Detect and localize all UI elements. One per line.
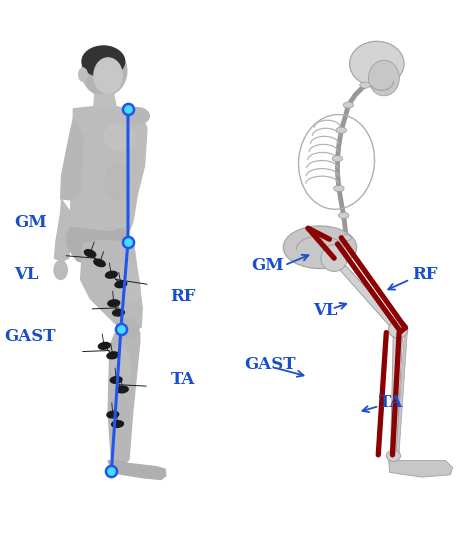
Polygon shape xyxy=(391,329,403,456)
Polygon shape xyxy=(61,118,83,200)
Polygon shape xyxy=(66,227,128,264)
Polygon shape xyxy=(70,106,147,233)
Text: RF: RF xyxy=(412,266,438,284)
Circle shape xyxy=(321,245,347,272)
Text: RF: RF xyxy=(171,288,196,305)
Text: VL: VL xyxy=(313,302,337,319)
Ellipse shape xyxy=(368,60,399,96)
Ellipse shape xyxy=(94,259,105,267)
Ellipse shape xyxy=(104,124,135,150)
Polygon shape xyxy=(108,332,140,464)
Ellipse shape xyxy=(334,185,344,192)
Ellipse shape xyxy=(115,281,127,288)
Ellipse shape xyxy=(84,249,96,257)
Polygon shape xyxy=(108,461,166,480)
Ellipse shape xyxy=(350,41,404,86)
Text: VL: VL xyxy=(14,266,39,284)
Ellipse shape xyxy=(99,342,110,349)
Text: GAST: GAST xyxy=(5,328,56,345)
Ellipse shape xyxy=(94,58,122,93)
Text: GAST: GAST xyxy=(244,356,296,373)
Ellipse shape xyxy=(126,107,149,124)
Ellipse shape xyxy=(54,260,67,280)
Text: TA: TA xyxy=(171,370,195,388)
Text: GM: GM xyxy=(251,256,284,274)
Ellipse shape xyxy=(107,352,118,359)
Ellipse shape xyxy=(386,450,401,462)
Ellipse shape xyxy=(341,235,351,241)
Ellipse shape xyxy=(82,46,125,77)
Polygon shape xyxy=(94,94,116,106)
Text: GM: GM xyxy=(14,214,47,231)
Ellipse shape xyxy=(389,320,408,338)
Ellipse shape xyxy=(108,300,119,307)
Ellipse shape xyxy=(82,46,127,96)
Ellipse shape xyxy=(120,261,140,303)
Ellipse shape xyxy=(112,421,123,427)
Polygon shape xyxy=(55,200,71,261)
Ellipse shape xyxy=(119,319,139,339)
Ellipse shape xyxy=(338,212,349,219)
Polygon shape xyxy=(389,461,453,477)
Ellipse shape xyxy=(79,68,87,82)
Ellipse shape xyxy=(336,127,346,133)
Ellipse shape xyxy=(111,346,130,388)
Ellipse shape xyxy=(332,156,343,161)
Polygon shape xyxy=(396,326,408,456)
Ellipse shape xyxy=(360,82,370,88)
Text: TA: TA xyxy=(379,394,403,411)
Ellipse shape xyxy=(343,102,354,108)
Ellipse shape xyxy=(110,376,122,383)
Circle shape xyxy=(324,248,345,268)
Polygon shape xyxy=(331,256,401,332)
Ellipse shape xyxy=(106,271,117,278)
Polygon shape xyxy=(81,241,142,332)
Ellipse shape xyxy=(107,411,118,418)
Ellipse shape xyxy=(283,226,357,268)
Ellipse shape xyxy=(105,165,130,200)
Ellipse shape xyxy=(113,309,124,316)
Ellipse shape xyxy=(117,386,128,393)
